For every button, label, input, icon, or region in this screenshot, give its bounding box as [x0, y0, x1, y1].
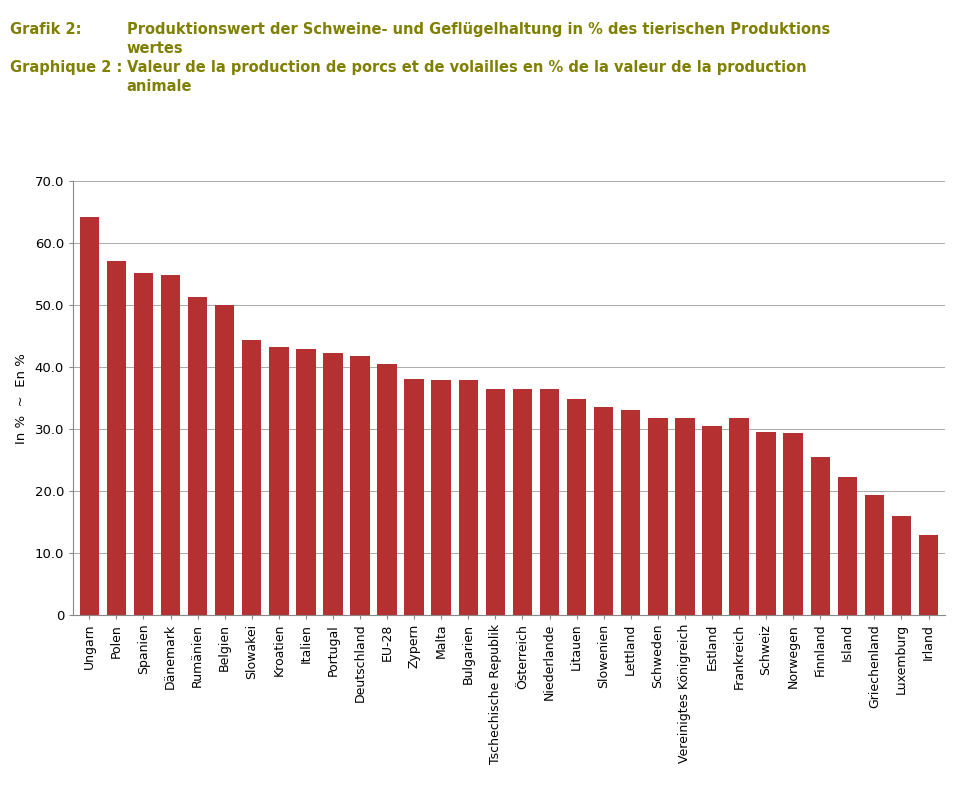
- Bar: [757, 432, 776, 615]
- Bar: [783, 433, 803, 615]
- Bar: [269, 347, 288, 615]
- Bar: [702, 426, 722, 615]
- Bar: [810, 457, 830, 615]
- Text: Produktionswert der Schweine- und Geflügelhaltung in % des tierischen Produktion: Produktionswert der Schweine- und Geflüg…: [127, 22, 830, 37]
- Bar: [404, 380, 424, 615]
- Bar: [459, 380, 478, 615]
- Bar: [865, 495, 884, 615]
- Bar: [594, 406, 614, 615]
- Bar: [730, 417, 749, 615]
- Bar: [377, 365, 396, 615]
- Text: animale: animale: [127, 79, 192, 94]
- Bar: [486, 388, 506, 615]
- Bar: [161, 275, 180, 615]
- Bar: [351, 357, 370, 615]
- Text: wertes: wertes: [127, 41, 183, 56]
- Bar: [323, 353, 343, 615]
- Bar: [215, 305, 235, 615]
- Bar: [648, 417, 667, 615]
- Bar: [567, 399, 586, 615]
- Text: Grafik 2:: Grafik 2:: [10, 22, 81, 37]
- Bar: [512, 388, 532, 615]
- Bar: [540, 389, 559, 615]
- Bar: [133, 273, 153, 615]
- Bar: [621, 409, 641, 615]
- Bar: [838, 477, 857, 615]
- Bar: [431, 380, 451, 615]
- Bar: [918, 536, 938, 615]
- Text: Valeur de la production de porcs et de volailles en % de la valeur de la product: Valeur de la production de porcs et de v…: [127, 60, 806, 75]
- Bar: [296, 349, 316, 615]
- Y-axis label: In %  ~  En %: In % ~ En %: [15, 353, 27, 444]
- Text: Graphique 2 :: Graphique 2 :: [10, 60, 122, 75]
- Bar: [106, 261, 126, 615]
- Bar: [242, 339, 261, 615]
- Bar: [892, 516, 912, 615]
- Bar: [188, 297, 207, 615]
- Bar: [80, 217, 99, 615]
- Bar: [675, 418, 694, 615]
